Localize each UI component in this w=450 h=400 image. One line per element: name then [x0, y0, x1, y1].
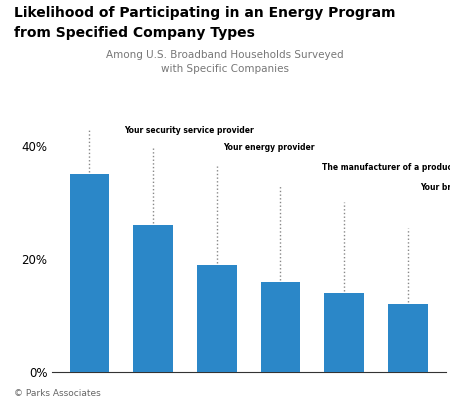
Bar [133, 225, 173, 372]
Text: © Parks Associates: © Parks Associates [14, 389, 100, 398]
Bar [70, 174, 109, 372]
Text: Among U.S. Broadband Households Surveyed: Among U.S. Broadband Households Surveyed [106, 50, 344, 60]
Text: from Specified Company Types: from Specified Company Types [14, 26, 254, 40]
Bar [324, 293, 364, 372]
Text: Your energy provider: Your energy provider [223, 143, 315, 152]
Bar [197, 265, 237, 372]
Text: Your broadband service provider: Your broadband service provider [421, 183, 450, 192]
Text: with Specific Companies: with Specific Companies [161, 64, 289, 74]
Text: The manufacturer of a product you own: The manufacturer of a product you own [322, 163, 450, 172]
Text: Likelihood of Participating in an Energy Program: Likelihood of Participating in an Energy… [14, 6, 395, 20]
Bar [388, 304, 427, 372]
Bar [261, 282, 300, 372]
Text: Your security service provider: Your security service provider [124, 126, 254, 135]
